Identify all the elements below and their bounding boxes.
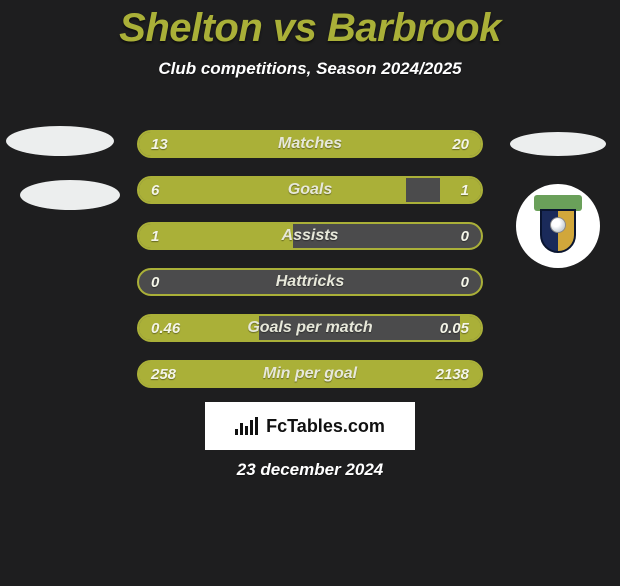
stat-row: 10Assists [137,222,483,250]
title: Shelton vs Barbrook [0,6,620,51]
date-text: 23 december 2024 [0,460,620,480]
brand-text: FcTables.com [266,416,385,437]
placeholder-ellipse [6,126,114,156]
left-player-placeholder [6,126,120,210]
placeholder-ellipse [510,132,606,156]
stat-label: Assists [139,224,481,248]
stat-row: 0.460.05Goals per match [137,314,483,342]
subtitle: Club competitions, Season 2024/2025 [0,59,620,79]
stat-label: Goals per match [139,316,481,340]
stat-label: Min per goal [139,362,481,386]
stat-row: 61Goals [137,176,483,204]
stat-row: 1320Matches [137,130,483,158]
brand-box[interactable]: FcTables.com [205,402,415,450]
club-crest [516,184,600,268]
stat-label: Goals [139,178,481,202]
bars-icon [235,417,260,435]
placeholder-ellipse [20,180,120,210]
stat-row: 00Hattricks [137,268,483,296]
stat-label: Matches [139,132,481,156]
stats-bars: 1320Matches 61Goals 10Assists 00Hattricks 0.… [137,130,483,406]
stat-label: Hattricks [139,270,481,294]
crest-icon [528,193,588,259]
stat-row: 2582138Min per goal [137,360,483,388]
